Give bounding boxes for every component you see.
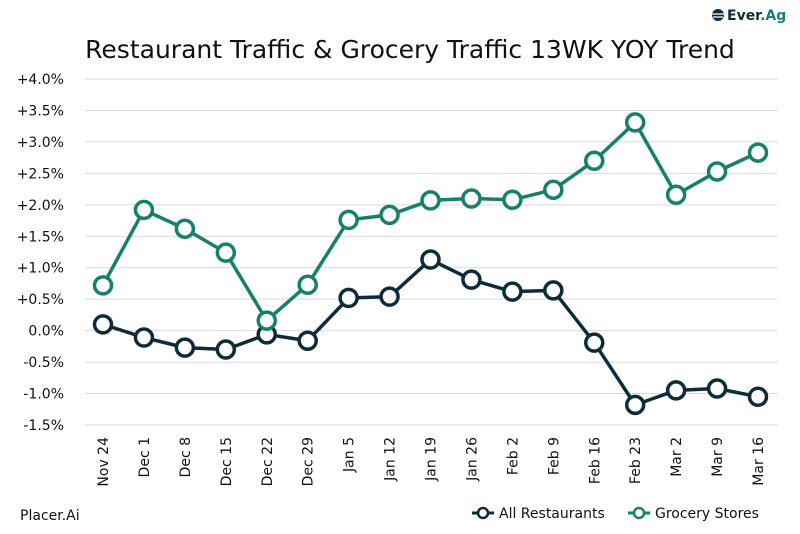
source-label: Placer.Ai bbox=[20, 508, 80, 524]
data-point bbox=[706, 378, 728, 399]
data-point bbox=[338, 287, 359, 309]
y-tick-label: +1.5% bbox=[17, 229, 64, 245]
x-tick-label: Feb 2 bbox=[505, 437, 521, 475]
x-tick-label: Mar 9 bbox=[710, 437, 726, 477]
y-tick-label: -1.0% bbox=[23, 387, 64, 403]
legend-label: Grocery Stores bbox=[655, 506, 759, 522]
data-point bbox=[706, 161, 728, 182]
y-tick-label: 0.0% bbox=[28, 324, 64, 340]
legend-item: Grocery Stores bbox=[628, 506, 759, 522]
data-point bbox=[215, 242, 237, 263]
data-point bbox=[379, 204, 400, 226]
data-point bbox=[502, 189, 523, 211]
data-point bbox=[420, 190, 441, 211]
y-tick-label: +3.0% bbox=[17, 135, 64, 151]
x-tick-label: Mar 2 bbox=[669, 437, 685, 477]
data-point bbox=[543, 280, 564, 301]
data-point bbox=[92, 275, 114, 296]
data-point bbox=[133, 327, 155, 348]
y-tick-label: +2.0% bbox=[17, 198, 64, 214]
data-point bbox=[624, 112, 646, 133]
y-tick-label: -0.5% bbox=[23, 355, 64, 371]
data-point bbox=[297, 330, 318, 351]
x-tick-label: Nov 24 bbox=[96, 437, 112, 487]
x-tick-label: Dec 15 bbox=[219, 437, 235, 486]
y-tick-label: +2.5% bbox=[17, 166, 64, 182]
x-tick-label: Dec 8 bbox=[178, 437, 194, 477]
data-point bbox=[665, 184, 687, 206]
data-point bbox=[379, 286, 400, 307]
series-grocery-stores bbox=[92, 112, 769, 331]
logo-mark-icon bbox=[712, 9, 724, 21]
data-point bbox=[133, 199, 155, 221]
data-point bbox=[502, 281, 523, 302]
series-all-restaurants bbox=[92, 249, 769, 416]
x-tick-label: Mar 16 bbox=[751, 437, 767, 486]
legend-label: All Restaurants bbox=[499, 506, 605, 522]
x-tick-label: Dec 1 bbox=[137, 437, 153, 477]
x-tick-label: Feb 16 bbox=[587, 437, 603, 484]
x-tick-label: Feb 9 bbox=[546, 437, 562, 475]
y-tick-label: +0.5% bbox=[17, 292, 64, 308]
data-point bbox=[338, 209, 359, 231]
y-tick-label: +4.0% bbox=[17, 72, 64, 88]
x-tick-label: Jan 12 bbox=[383, 437, 399, 482]
x-tick-label: Dec 29 bbox=[301, 437, 317, 486]
everag-logo: Ever.Ag bbox=[712, 8, 786, 24]
data-point bbox=[297, 274, 318, 295]
data-point bbox=[92, 314, 114, 335]
data-point bbox=[461, 188, 482, 209]
legend: All Restaurants Grocery Stores bbox=[472, 506, 759, 522]
y-tick-label: +3.5% bbox=[17, 103, 64, 119]
series-line bbox=[101, 119, 759, 324]
legend-item: All Restaurants bbox=[472, 506, 605, 522]
x-tick-label: Feb 23 bbox=[628, 437, 644, 484]
logo-text: Ever.Ag bbox=[727, 8, 786, 24]
y-tick-label: +1.0% bbox=[17, 261, 64, 277]
x-tick-label: Jan 5 bbox=[342, 437, 358, 473]
data-point bbox=[543, 179, 564, 200]
y-tick-label: -1.5% bbox=[23, 418, 64, 434]
x-tick-label: Jan 19 bbox=[424, 437, 440, 482]
data-point bbox=[174, 218, 196, 239]
data-point bbox=[747, 142, 769, 163]
data-point bbox=[256, 310, 277, 331]
data-point bbox=[174, 337, 196, 358]
data-point bbox=[584, 332, 605, 353]
data-point bbox=[215, 339, 237, 360]
data-point bbox=[747, 386, 769, 407]
data-point bbox=[461, 269, 482, 290]
data-point bbox=[584, 150, 605, 172]
legend-marker-icon bbox=[476, 506, 490, 520]
x-tick-label: Jan 26 bbox=[464, 437, 480, 482]
series-line bbox=[102, 257, 759, 407]
chart-title: Restaurant Traffic & Grocery Traffic 13W… bbox=[85, 35, 735, 64]
data-point bbox=[420, 249, 441, 270]
data-point bbox=[624, 394, 646, 416]
data-point bbox=[665, 380, 687, 401]
x-tick-label: Dec 22 bbox=[260, 437, 276, 486]
legend-marker-icon bbox=[632, 506, 646, 520]
